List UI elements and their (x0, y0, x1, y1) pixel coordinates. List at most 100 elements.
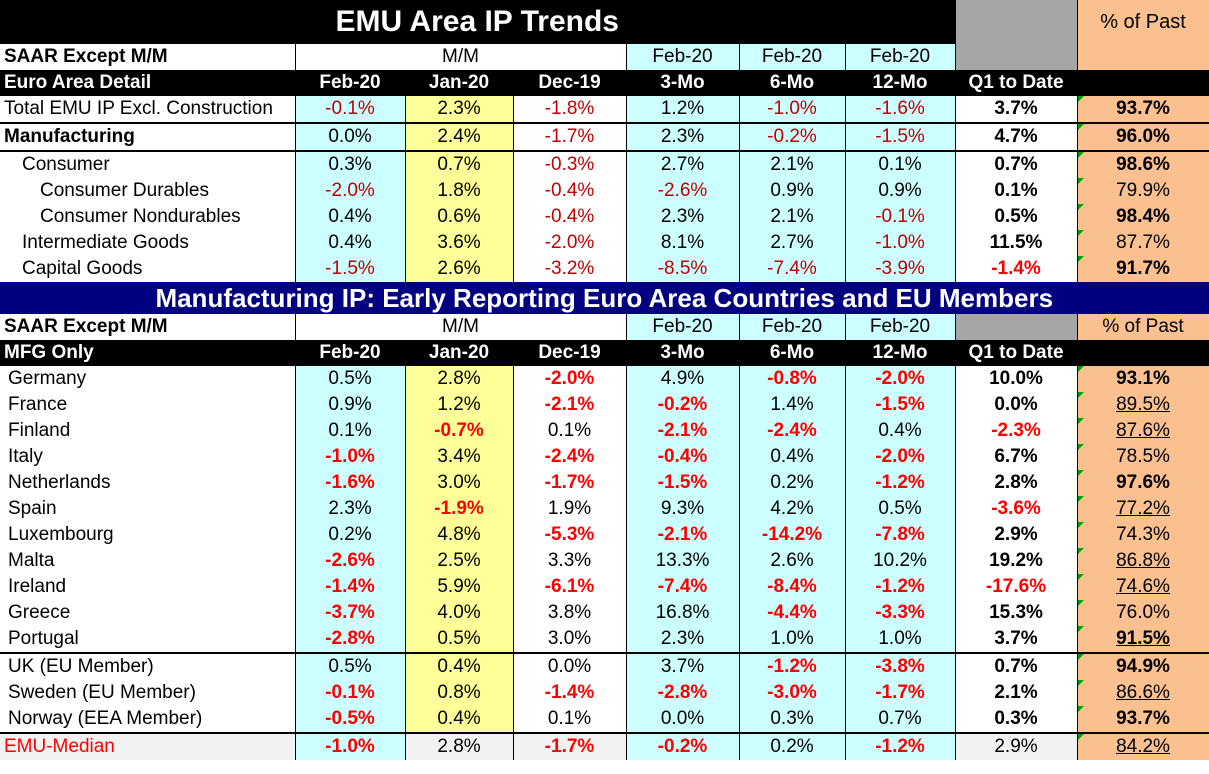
value-cell: 0.3% (739, 706, 846, 733)
column-header: Jan-20 (405, 340, 514, 366)
value-cell: 8.1% (626, 230, 740, 256)
value-cell: 76.0% (1077, 600, 1209, 626)
column-header: 12-Mo (845, 340, 956, 366)
row-label: Sweden (EU Member) (0, 680, 296, 706)
value-cell: 0.1% (295, 418, 406, 444)
column-header: Feb-20 (295, 70, 406, 96)
mm-header: M/M (295, 44, 627, 70)
value-cell: 1.2% (626, 96, 740, 123)
value-cell: 86.8% (1077, 548, 1209, 574)
column-header: Dec-19 (513, 340, 627, 366)
value-cell: 19.2% (955, 548, 1078, 574)
peak-header: Peak (1077, 70, 1209, 96)
value-cell: 2.1% (739, 204, 846, 230)
value-cell: 0.1% (955, 178, 1078, 204)
table-row: Italy -1.0% 3.4% -2.4% -0.4% 0.4% -2.0% 6.7% 78.… (0, 444, 1209, 470)
value-cell: 4.2% (739, 496, 846, 522)
value-cell: 91.7% (1077, 256, 1209, 282)
header-label: MFG Only (0, 340, 296, 366)
value-cell: 94.9% (1077, 652, 1209, 680)
value-cell: -1.0% (845, 230, 956, 256)
header-row-dark: Euro Area Detail Feb-20 Jan-20 Dec-19 3-Mo 6-… (0, 70, 1209, 96)
value-cell: -1.4% (513, 680, 627, 706)
value-cell: -2.0% (845, 444, 956, 470)
value-cell: 1.4% (739, 392, 846, 418)
value-cell: -3.7% (295, 600, 406, 626)
period-header: Feb-20 (845, 44, 956, 70)
value-cell: 16.8% (626, 600, 740, 626)
value-cell: -1.6% (295, 470, 406, 496)
value-cell: 84.2% (1077, 732, 1209, 760)
value-cell: 0.4% (739, 444, 846, 470)
value-cell: 3.7% (626, 652, 740, 680)
row-label: Ireland (0, 574, 296, 600)
value-cell: -1.6% (845, 96, 956, 123)
value-cell: -17.6% (955, 574, 1078, 600)
value-cell: 87.6% (1077, 418, 1209, 444)
column-header: 3-Mo (626, 340, 740, 366)
value-cell: -2.0% (513, 366, 627, 392)
value-cell: -2.1% (513, 392, 627, 418)
column-header: Feb-20 (295, 340, 406, 366)
period-header: Feb-20 (626, 314, 740, 340)
value-cell: 97.6% (1077, 470, 1209, 496)
value-cell: -2.4% (513, 444, 627, 470)
value-cell: 2.9% (955, 522, 1078, 548)
table-row: Sweden (EU Member) -0.1% 0.8% -1.4% -2.8% -3.… (0, 680, 1209, 706)
column-header: 6-Mo (739, 70, 846, 96)
row-label: Capital Goods (0, 256, 296, 282)
row-label: Consumer Nondurables (0, 204, 296, 230)
value-cell: 2.1% (955, 680, 1078, 706)
value-cell: 0.4% (845, 418, 956, 444)
value-cell: 0.7% (405, 150, 514, 178)
value-cell: 1.0% (845, 626, 956, 653)
value-cell: -0.1% (295, 96, 406, 123)
value-cell: 11.5% (955, 230, 1078, 256)
value-cell: 0.2% (739, 470, 846, 496)
row-label: Italy (0, 444, 296, 470)
row-label: Norway (EEA Member) (0, 706, 296, 733)
value-cell: -1.5% (295, 256, 406, 282)
gray-block (955, 314, 1078, 340)
value-cell: 0.4% (405, 706, 514, 733)
table-row: Malta -2.6% 2.5% 3.3% 13.3% 2.6% 10.2% 19.2% 86.… (0, 548, 1209, 574)
column-header: Q1 to Date (955, 340, 1078, 366)
value-cell: 0.5% (295, 366, 406, 392)
row-label: Finland (0, 418, 296, 444)
value-cell: -1.2% (845, 574, 956, 600)
row-label: Germany (0, 366, 296, 392)
value-cell: 0.3% (955, 706, 1078, 733)
value-cell: -5.3% (513, 522, 627, 548)
value-cell: -1.2% (845, 470, 956, 496)
column-header: 3-Mo (626, 70, 740, 96)
table-row: Consumer Durables -2.0% 1.8% -0.4% -2.6% 0.9%… (0, 178, 1209, 204)
value-cell: 87.7% (1077, 230, 1209, 256)
value-cell: -3.8% (845, 652, 956, 680)
table-row: Norway (EEA Member) -0.5% 0.4% 0.1% 0.0% 0.3%… (0, 706, 1209, 733)
value-cell: -3.3% (845, 600, 956, 626)
row-label: Portugal (0, 626, 296, 653)
section-title-row: Manufacturing IP: Early Reporting Euro A… (0, 282, 1209, 314)
value-cell: -7.4% (626, 574, 740, 600)
value-cell: -7.8% (845, 522, 956, 548)
peak-header: Peak (1077, 340, 1209, 366)
value-cell: 3.3% (513, 548, 627, 574)
table-row: Netherlands -1.6% 3.0% -1.7% -1.5% 0.2% -1.2% 2… (0, 470, 1209, 496)
table-row: Ireland -1.4% 5.9% -6.1% -7.4% -8.4% -1.2% -17.… (0, 574, 1209, 600)
value-cell: -2.6% (626, 178, 740, 204)
value-cell: 78.5% (1077, 444, 1209, 470)
value-cell: 0.1% (513, 418, 627, 444)
value-cell: 0.5% (405, 626, 514, 653)
mm-header: M/M (295, 314, 627, 340)
value-cell: -3.6% (955, 496, 1078, 522)
value-cell: 0.1% (513, 706, 627, 733)
value-cell: -0.8% (739, 366, 846, 392)
value-cell: 0.4% (295, 230, 406, 256)
row-label: Intermediate Goods (0, 230, 296, 256)
value-cell: 3.7% (955, 96, 1078, 123)
value-cell: 0.6% (405, 204, 514, 230)
period-header: Feb-20 (626, 44, 740, 70)
value-cell: 2.5% (405, 548, 514, 574)
value-cell: 0.7% (845, 706, 956, 733)
